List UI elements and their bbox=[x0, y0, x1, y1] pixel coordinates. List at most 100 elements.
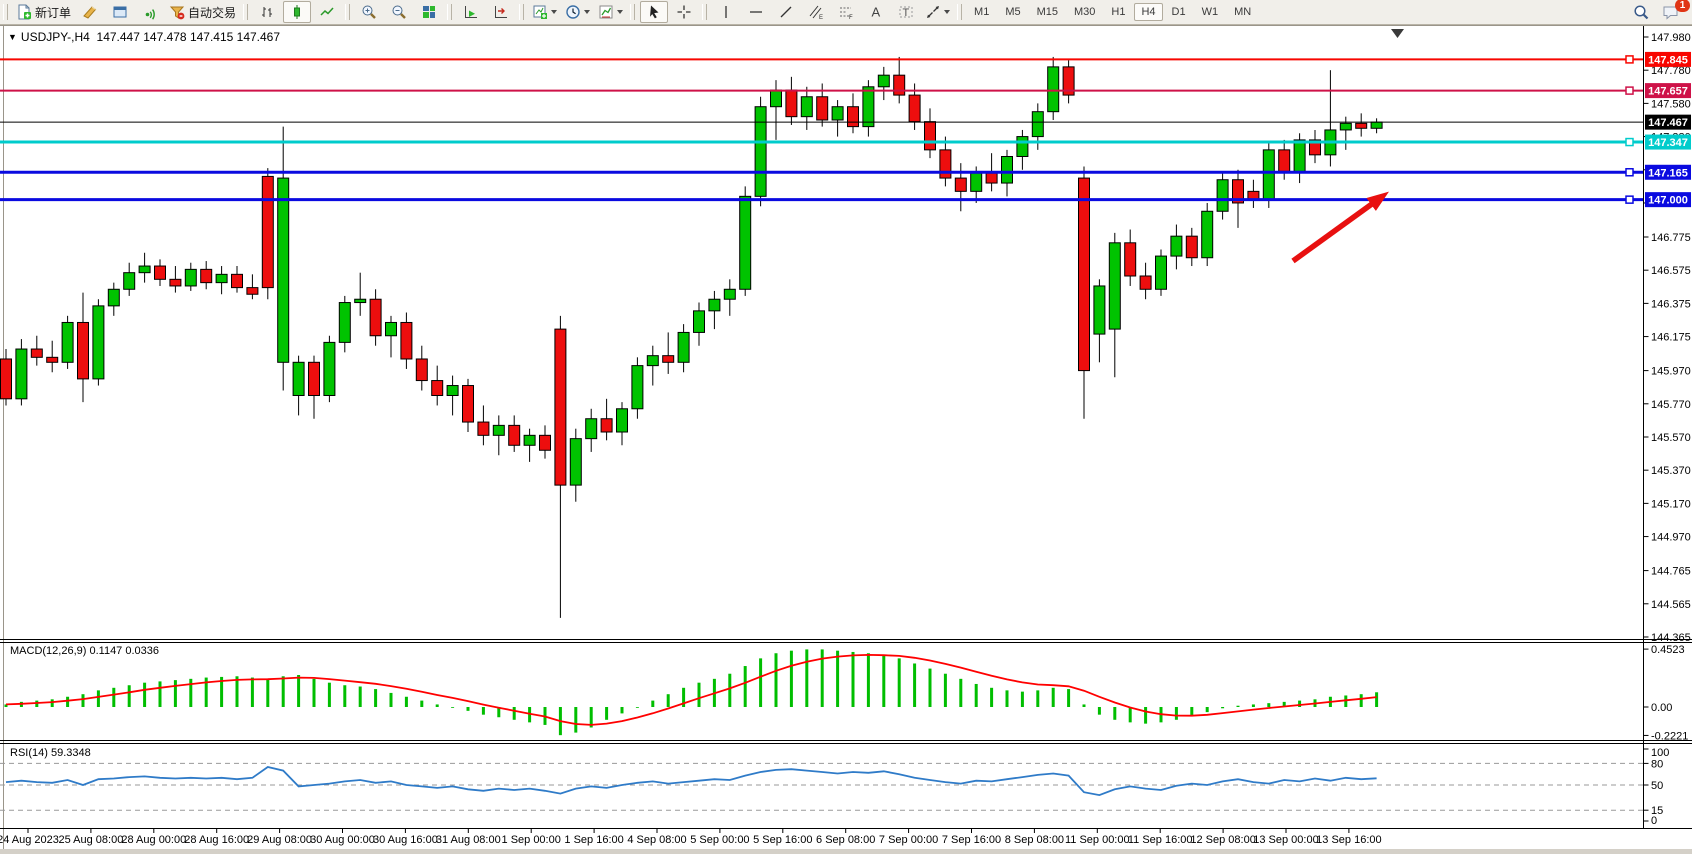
svg-text:4 Sep 08:00: 4 Sep 08:00 bbox=[627, 834, 686, 846]
svg-text:30 Aug 00:00: 30 Aug 00:00 bbox=[310, 834, 375, 846]
svg-text:F: F bbox=[849, 15, 853, 20]
timeframe-h4-button[interactable]: H4 bbox=[1134, 3, 1163, 21]
toolbar-grip[interactable] bbox=[447, 4, 453, 20]
toolbar-grip[interactable] bbox=[3, 4, 8, 20]
timeframe-w1-button[interactable]: W1 bbox=[1201, 6, 1219, 18]
chart-menu-icon[interactable]: ▼ bbox=[8, 32, 17, 42]
chart-wizard-button[interactable] bbox=[76, 1, 104, 23]
channel-button[interactable]: E bbox=[802, 1, 830, 23]
tile-windows-button[interactable] bbox=[415, 1, 443, 23]
svg-text:147.347: 147.347 bbox=[1648, 137, 1688, 149]
svg-text:T: T bbox=[903, 7, 910, 19]
svg-text:147.467: 147.467 bbox=[1648, 117, 1688, 129]
svg-text:80: 80 bbox=[1651, 758, 1663, 770]
timeframe-d1-button[interactable]: D1 bbox=[1171, 6, 1186, 18]
svg-text:29 Aug 08:00: 29 Aug 08:00 bbox=[247, 834, 312, 846]
channel-icon: E bbox=[809, 5, 823, 20]
svg-text:0.00: 0.00 bbox=[1651, 702, 1672, 714]
crosshair-icon bbox=[677, 5, 691, 19]
svg-text:6 Sep 08:00: 6 Sep 08:00 bbox=[816, 834, 875, 846]
tile-windows-icon bbox=[423, 6, 436, 18]
trendline-icon bbox=[780, 6, 792, 18]
new-chart-button[interactable] bbox=[529, 1, 560, 23]
new-order-button[interactable]: 新订单 bbox=[13, 1, 74, 23]
zoom-in-button[interactable] bbox=[355, 1, 383, 23]
toolbar-grip[interactable] bbox=[630, 4, 636, 20]
timeframe-h1-button[interactable]: H1 bbox=[1111, 6, 1126, 18]
cursor-button[interactable] bbox=[640, 1, 669, 23]
toolbar-grip[interactable] bbox=[345, 4, 351, 20]
timeframe-m15-button[interactable]: M15 bbox=[1036, 6, 1058, 18]
svg-text:145.770: 145.770 bbox=[1651, 399, 1691, 411]
price-badge-147000: 147.000 bbox=[1645, 192, 1691, 208]
shapes-button[interactable] bbox=[922, 1, 953, 23]
svg-text:146.775: 146.775 bbox=[1651, 232, 1691, 244]
fibonacci-button[interactable]: F bbox=[832, 1, 860, 23]
price-badge-147657: 147.657 bbox=[1645, 83, 1691, 99]
hline-147657[interactable] bbox=[0, 86, 1643, 95]
price-badge-147165: 147.165 bbox=[1645, 164, 1691, 180]
trendline-button[interactable] bbox=[772, 1, 800, 23]
chart-shift-marker[interactable] bbox=[1391, 29, 1404, 38]
autotrade-label: 自动交易 bbox=[188, 5, 237, 20]
timeframe-m1-button[interactable]: M1 bbox=[974, 6, 990, 18]
svg-text:144.765: 144.765 bbox=[1651, 566, 1691, 578]
svg-text:E: E bbox=[819, 15, 823, 20]
main-toolbar: 新订单 自动交易 bbox=[0, 0, 1692, 25]
toolbar-grip[interactable] bbox=[957, 4, 963, 20]
search-button[interactable] bbox=[1627, 1, 1655, 23]
vertical-line-button[interactable] bbox=[712, 1, 740, 23]
hline-147845[interactable] bbox=[0, 55, 1643, 64]
line-chart-button[interactable] bbox=[313, 1, 341, 23]
autotrade-button[interactable]: 自动交易 bbox=[166, 1, 239, 23]
vertical-line-icon bbox=[725, 6, 727, 18]
fibonacci-icon: F bbox=[840, 7, 853, 20]
timeframe-m30-button[interactable]: M30 bbox=[1074, 6, 1096, 18]
svg-text:147.657: 147.657 bbox=[1648, 86, 1688, 98]
line-chart-icon bbox=[320, 7, 334, 16]
svg-text:0: 0 bbox=[1651, 815, 1657, 827]
timeframe-m5-button[interactable]: M5 bbox=[1005, 6, 1021, 18]
svg-text:31 Aug 08:00: 31 Aug 08:00 bbox=[436, 834, 501, 846]
text-icon: A bbox=[872, 5, 881, 20]
market-window-button[interactable] bbox=[106, 1, 134, 23]
candlestick-chart-button[interactable] bbox=[283, 1, 312, 23]
svg-text:145.570: 145.570 bbox=[1651, 432, 1691, 444]
zoom-out-button[interactable] bbox=[385, 1, 413, 23]
toolbar-grip[interactable] bbox=[519, 4, 525, 20]
template-button[interactable] bbox=[595, 1, 626, 23]
period-button[interactable] bbox=[562, 1, 593, 23]
hline-147347[interactable] bbox=[0, 137, 1643, 147]
bar-chart-button[interactable] bbox=[253, 1, 281, 23]
svg-text:15: 15 bbox=[1651, 805, 1663, 817]
toolbar-grip[interactable] bbox=[243, 4, 249, 20]
new-order-icon bbox=[18, 4, 31, 20]
auto-scroll-button[interactable] bbox=[457, 1, 485, 23]
hline-147165[interactable] bbox=[0, 168, 1643, 177]
horizontal-line-button[interactable] bbox=[742, 1, 770, 23]
svg-text:5 Sep 00:00: 5 Sep 00:00 bbox=[690, 834, 749, 846]
svg-text:13 Sep 00:00: 13 Sep 00:00 bbox=[1253, 834, 1318, 846]
new-chart-icon bbox=[533, 5, 548, 19]
candlestick-chart-icon bbox=[294, 5, 301, 19]
trend-arrow-annotation[interactable] bbox=[1291, 191, 1389, 264]
chart-shift-button[interactable] bbox=[487, 1, 515, 23]
svg-text:50: 50 bbox=[1651, 780, 1663, 792]
toolbar-grip[interactable] bbox=[702, 4, 708, 20]
label-button[interactable]: T bbox=[892, 1, 920, 23]
cursor-icon bbox=[650, 5, 659, 19]
svg-text:A: A bbox=[872, 5, 881, 20]
timeframe-mn-button[interactable]: MN bbox=[1234, 6, 1252, 18]
text-button[interactable]: A bbox=[862, 1, 890, 23]
notifications-button[interactable]: 1 bbox=[1657, 0, 1690, 23]
svg-text:-0.2221: -0.2221 bbox=[1651, 730, 1688, 742]
price-badge-147467: 147.467 bbox=[1645, 114, 1691, 130]
bar-chart-icon bbox=[262, 7, 273, 17]
signals-button[interactable] bbox=[136, 1, 164, 23]
macd-signal-line bbox=[5, 653, 1377, 726]
crosshair-button[interactable] bbox=[670, 1, 698, 23]
svg-text:28 Aug 00:00: 28 Aug 00:00 bbox=[121, 834, 186, 846]
